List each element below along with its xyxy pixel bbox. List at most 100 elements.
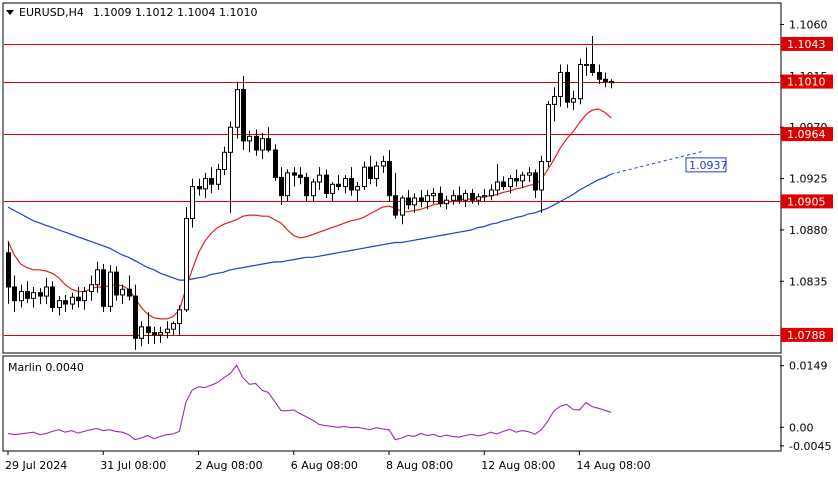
level-label-box-4: [781, 327, 833, 342]
candle-body-43: [279, 176, 284, 197]
candle-body-87: [558, 71, 563, 97]
candle-body-36: [235, 89, 240, 128]
time-axis: 29 Jul 2024 31 Jul 08:00 2 Aug 08:00 6 Aug …: [5, 451, 651, 472]
candle-body-48: [311, 181, 316, 197]
time-tick-label-3: 6 Aug 08:00: [291, 459, 358, 472]
candle-body-77: [495, 181, 500, 191]
candle-body-26: [171, 322, 176, 330]
candle-body-5: [38, 292, 43, 297]
candle-body-54: [349, 178, 354, 191]
candle-body-37: [241, 89, 246, 142]
candle-body-24: [158, 332, 163, 336]
price-tick-label-5: 1.0835: [789, 275, 828, 288]
candle-body-78: [501, 181, 506, 188]
candle-body-18: [120, 288, 125, 296]
candle-body-73: [470, 192, 475, 201]
slow-ma-line: [7, 173, 612, 281]
candle-body-58: [374, 165, 379, 180]
candle-body-49: [317, 174, 322, 183]
candle-body-40: [260, 138, 265, 151]
candle-body-0: [6, 252, 11, 288]
candle-body-60: [387, 160, 392, 197]
candle-body-28: [184, 218, 189, 311]
candle-body-27: [177, 309, 182, 324]
candle-body-42: [273, 149, 278, 178]
level-label-box-0: [781, 36, 833, 51]
candle-body-35: [228, 126, 233, 153]
candle-body-83: [533, 172, 538, 191]
candle-body-63: [406, 197, 411, 206]
ma-projection-line: [611, 150, 704, 175]
candle-body-33: [216, 168, 221, 185]
symbol-label: EURUSD,H4: [19, 6, 84, 19]
level-price-labels: 1.1043 1.1010 1.0964 1.0905 1.0788: [781, 36, 833, 342]
projection-label-group: 1.0937: [685, 157, 728, 173]
candle-body-15: [101, 269, 106, 307]
ohlc-values: 1.1009 1.1012 1.1004 1.1010: [93, 6, 257, 19]
candle-body-50: [324, 174, 329, 194]
candle-body-79: [508, 178, 513, 188]
oscillator-axis: 0.0149 0.00 -0.0045: [780, 360, 831, 453]
candle-body-9: [63, 300, 68, 305]
candle-body-10: [70, 296, 75, 305]
candle-body-70: [451, 195, 456, 201]
candle-body-64: [412, 197, 417, 206]
candle-body-2: [19, 291, 24, 302]
candle-body-39: [254, 135, 259, 151]
candle-body-74: [476, 196, 481, 201]
candle-body-14: [95, 269, 100, 286]
candle-body-93: [597, 71, 602, 80]
level-label-text-1: 1.1010: [787, 76, 826, 89]
candle-body-19: [127, 288, 132, 297]
candle-body-3: [25, 291, 30, 299]
candle-body-59: [381, 160, 386, 167]
candle-body-80: [514, 178, 519, 182]
candle-body-68: [438, 192, 443, 205]
candle-body-7: [50, 286, 55, 309]
candle-body-88: [565, 71, 570, 103]
candle-body-53: [343, 178, 348, 188]
level-label-box-3: [781, 194, 833, 209]
candle-body-31: [203, 178, 208, 190]
candle-body-44: [285, 172, 290, 197]
candle-body-86: [552, 95, 557, 105]
candle-body-38: [247, 135, 252, 142]
candle-body-90: [578, 63, 583, 100]
candle-body-16: [108, 271, 113, 307]
candle-body-84: [539, 160, 544, 191]
time-tick-label-5: 12 Aug 08:00: [481, 459, 555, 472]
candle-body-41: [266, 138, 271, 151]
price-tick-label-3: 1.0925: [789, 173, 828, 186]
level-label-text-0: 1.1043: [787, 38, 826, 51]
candle-body-65: [419, 197, 424, 202]
candle-body-47: [304, 176, 309, 197]
candle-body-17: [114, 271, 119, 296]
collapse-triangle-icon[interactable]: [6, 10, 14, 15]
candle-body-12: [82, 291, 87, 302]
candle-body-81: [520, 174, 525, 182]
candle-body-71: [457, 195, 462, 201]
candle-body-46: [298, 174, 303, 178]
candle-body-34: [222, 151, 227, 170]
level-label-text-2: 1.0964: [787, 128, 826, 141]
osc-tick-label-0: 0.0149: [789, 360, 828, 373]
level-label-text-4: 1.0788: [787, 329, 826, 342]
time-tick-label-2: 2 Aug 08:00: [196, 459, 263, 472]
price-tick-label-0: 1.1060: [789, 19, 828, 32]
candle-body-66: [425, 195, 430, 202]
level-label-box-2: [781, 127, 833, 142]
level-label-text-3: 1.0905: [787, 195, 826, 208]
projection-label-box: [685, 157, 727, 173]
candle-body-62: [400, 197, 405, 216]
osc-tick-label-1: 0.00: [789, 421, 814, 434]
oscillator-polyline: [7, 364, 612, 441]
slow-moving-average: [7, 150, 704, 281]
time-tick-label-1: 31 Jul 08:00: [100, 459, 166, 472]
candle-body-57: [368, 166, 373, 180]
candle-body-45: [292, 172, 297, 176]
candle-body-4: [31, 292, 36, 299]
candle-body-25: [165, 328, 170, 334]
